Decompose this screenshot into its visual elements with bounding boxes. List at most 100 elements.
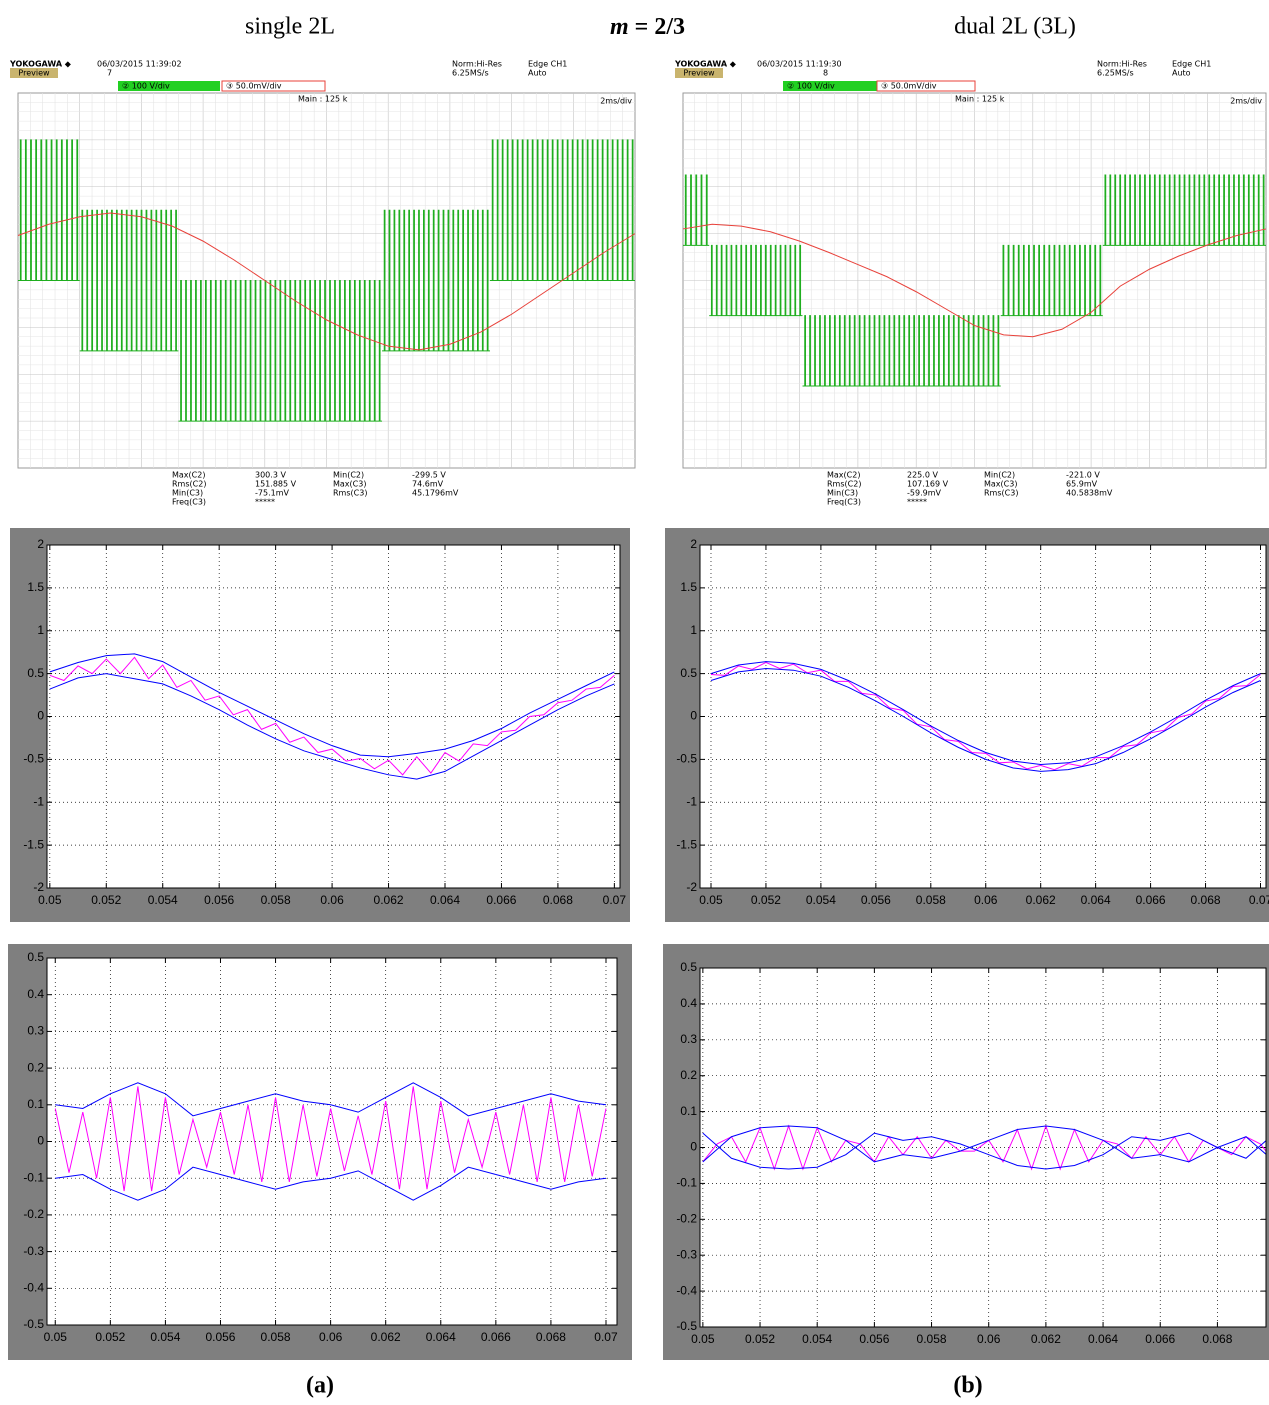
y-tick-label: -0.2 xyxy=(23,1207,44,1221)
measurement: -299.5 V xyxy=(412,471,446,480)
header-center: m = 2/3 xyxy=(610,14,685,40)
measurement: Freq(C3) xyxy=(172,498,206,507)
pwm-voltage xyxy=(683,174,710,246)
scope: YOKOGAWA ◆ 06/03/2015 11:39:02 Preview 7 Nor… xyxy=(9,60,636,507)
y-tick-label: 0 xyxy=(690,1140,697,1154)
y-tick-label: -0.1 xyxy=(23,1170,44,1184)
measurement: 45.1796mV xyxy=(412,489,459,498)
x-tick-label: 0.07 xyxy=(603,893,627,907)
axes-background xyxy=(700,968,1266,1327)
x-tick-label: 0.054 xyxy=(150,1330,180,1344)
channel-scale: ③ 50.0mV/div xyxy=(226,82,282,91)
trigger-mode: Auto xyxy=(528,69,547,78)
header-m: m xyxy=(610,14,629,40)
x-tick-label: 0.056 xyxy=(859,1332,889,1346)
pwm-voltage xyxy=(382,209,491,352)
measurement: 74.6mV xyxy=(412,480,444,489)
header-right: dual 2L (3L) xyxy=(954,14,1076,40)
series-line xyxy=(49,653,615,758)
plot: 0.05 0.052 0.054 0.056 0.058 0.06 0.062 0.064 0.… xyxy=(8,944,632,1360)
axes-border xyxy=(699,544,1267,889)
mode-box xyxy=(10,68,58,78)
y-tick-label: -0.5 xyxy=(23,1317,44,1331)
measurement: Freq(C3) xyxy=(827,498,861,507)
sample-rate: 6.25MS/s xyxy=(1097,69,1134,78)
x-tick-label: 0.05 xyxy=(691,1332,715,1346)
y-tick-label: 0.5 xyxy=(680,960,697,974)
y-tick-label: 1.5 xyxy=(680,580,697,594)
y-tick-label: 0.5 xyxy=(680,666,697,680)
axes-border xyxy=(46,544,621,889)
y-tick-label: 0.5 xyxy=(27,666,44,680)
y-tick-label: 0 xyxy=(690,709,697,723)
measurement: -75.1mV xyxy=(255,489,289,498)
x-tick-label: 0.066 xyxy=(486,893,516,907)
series-group xyxy=(710,661,1261,772)
plot: 0.05 0.052 0.054 0.056 0.058 0.06 0.062 0.064 0.… xyxy=(665,528,1269,922)
x-tick-label: 0.052 xyxy=(745,1332,775,1346)
pwm-voltage xyxy=(1000,244,1103,317)
brand: YOKOGAWA ◆ xyxy=(9,60,72,69)
y-tick-label: -2 xyxy=(686,880,697,894)
measurement: 151.885 V xyxy=(255,480,297,489)
y-tick-label: -0.5 xyxy=(676,1319,697,1333)
y-tick-label: -2 xyxy=(33,880,44,894)
y-tick-label: 0 xyxy=(37,709,44,723)
series-line xyxy=(702,1132,1266,1170)
y-tick-label: 0 xyxy=(37,1134,44,1148)
x-tick-label: 0.07 xyxy=(1249,893,1269,907)
y-tick-label: 2 xyxy=(690,537,697,551)
pwm-voltage xyxy=(178,280,383,422)
x-tick-label: 0.05 xyxy=(699,893,723,907)
channel-scale: ② 100 V/div xyxy=(787,82,835,91)
y-tick-label: -0.5 xyxy=(23,752,44,766)
timebase: 2ms/div xyxy=(600,97,632,106)
x-tick-label: 0.054 xyxy=(148,893,178,907)
y-tick-label: 1.5 xyxy=(27,580,44,594)
x-tick-label: 0.066 xyxy=(1145,1332,1175,1346)
y-tick-label: -0.5 xyxy=(676,752,697,766)
channel-scale: ③ 50.0mV/div xyxy=(881,82,937,91)
series-line xyxy=(55,1166,607,1201)
axes-border xyxy=(46,957,618,1326)
x-tick-label: 0.05 xyxy=(44,1330,68,1344)
y-tick-label: 2 xyxy=(37,537,44,551)
header-ratio: = 2/3 xyxy=(635,14,685,40)
y-tick-label: 0.1 xyxy=(27,1097,44,1111)
measurement: 107.169 V xyxy=(907,480,949,489)
x-tick-label: 0.064 xyxy=(1088,1332,1118,1346)
measurement: Max(C3) xyxy=(333,480,366,489)
axes-background xyxy=(47,545,620,888)
trigger: Edge CH1 xyxy=(528,60,567,69)
measurement: Rms(C2) xyxy=(172,480,206,489)
y-tick-label: 0.4 xyxy=(680,996,697,1010)
trigger: Edge CH1 xyxy=(1172,60,1211,69)
x-tick-label: 0.066 xyxy=(1136,893,1166,907)
trigger-mode: Auto xyxy=(1172,69,1191,78)
y-tick-label: 1 xyxy=(690,623,697,637)
brand: YOKOGAWA ◆ xyxy=(674,60,737,69)
x-tick-label: 0.06 xyxy=(319,1330,343,1344)
measurement: Max(C2) xyxy=(172,471,205,480)
series-line xyxy=(710,667,1261,772)
y-tick-label: 0.2 xyxy=(27,1060,44,1074)
x-tick-label: 0.066 xyxy=(481,1330,511,1344)
x-tick-label: 0.068 xyxy=(543,893,573,907)
series-line xyxy=(710,661,1261,766)
x-tick-label: 0.068 xyxy=(1191,893,1221,907)
axes-border xyxy=(699,967,1267,1328)
measurement: Rms(C3) xyxy=(984,489,1018,498)
current-trace xyxy=(17,212,636,351)
y-tick-label: 0.4 xyxy=(27,987,44,1001)
series-line xyxy=(702,1125,1266,1163)
series-group xyxy=(702,1124,1266,1171)
y-tick-label: -0.4 xyxy=(676,1283,697,1297)
caption: (a) xyxy=(306,1373,334,1399)
y-tick-label: 0.2 xyxy=(680,1068,697,1082)
series-line xyxy=(54,1086,607,1192)
header-left: single 2L xyxy=(245,14,335,40)
caption: (b) xyxy=(953,1373,982,1399)
measurement: ***** xyxy=(907,498,927,507)
timestamp: 06/03/2015 11:19:30 xyxy=(757,60,842,69)
